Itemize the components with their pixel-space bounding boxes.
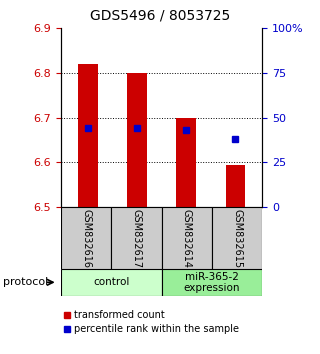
Text: GDS5496 / 8053725: GDS5496 / 8053725 xyxy=(90,9,230,23)
Bar xyxy=(226,165,245,207)
Bar xyxy=(162,269,262,296)
Text: control: control xyxy=(93,277,129,287)
Bar xyxy=(176,118,196,207)
Bar xyxy=(111,207,162,269)
Text: transformed count: transformed count xyxy=(74,310,164,320)
Text: GSM832617: GSM832617 xyxy=(132,209,141,268)
Bar xyxy=(127,73,147,207)
Text: GSM832615: GSM832615 xyxy=(232,209,242,268)
Text: miR-365-2
expression: miR-365-2 expression xyxy=(184,272,240,293)
Bar xyxy=(61,269,162,296)
Bar xyxy=(61,207,111,269)
Bar xyxy=(78,64,98,207)
Text: protocol: protocol xyxy=(3,277,48,287)
Text: GSM832614: GSM832614 xyxy=(182,209,192,268)
Text: GSM832616: GSM832616 xyxy=(81,209,91,268)
Text: percentile rank within the sample: percentile rank within the sample xyxy=(74,324,239,334)
Bar xyxy=(162,207,212,269)
Bar xyxy=(212,207,262,269)
